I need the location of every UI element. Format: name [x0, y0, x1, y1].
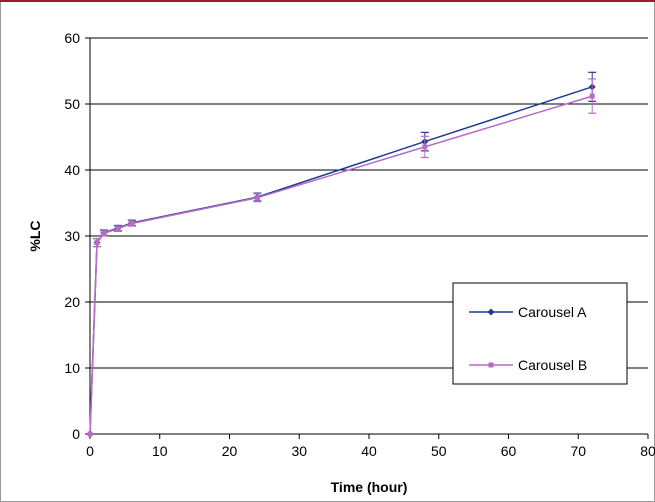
- point-carousel-b-3: [115, 226, 121, 232]
- x-tick-label-0: 0: [86, 443, 94, 459]
- legend-marker-carousel-b: [488, 362, 494, 368]
- y-tick-label-60: 60: [64, 30, 80, 46]
- legend: Carousel A Carousel B: [452, 282, 628, 385]
- x-tick-label-60: 60: [501, 443, 517, 459]
- x-tick-label-50: 50: [431, 443, 447, 459]
- point-carousel-b-6: [422, 144, 428, 150]
- y-tick-label-20: 20: [64, 294, 80, 310]
- x-axis-title: Time (hour): [331, 479, 408, 495]
- point-carousel-b-4: [129, 220, 135, 226]
- x-axis-ticks: 0 10 20 30 40 50 60 70 80: [86, 434, 655, 459]
- x-tick-label-40: 40: [361, 443, 377, 459]
- x-tick-label-10: 10: [152, 443, 168, 459]
- point-carousel-b-5: [254, 195, 260, 201]
- legend-box: [452, 282, 628, 385]
- y-tick-label-50: 50: [64, 96, 80, 112]
- top-rule: [0, 0, 655, 2]
- x-tick-label-70: 70: [570, 443, 586, 459]
- y-tick-label-30: 30: [64, 228, 80, 244]
- y-tick-label-0: 0: [72, 426, 80, 442]
- y-axis-ticks: 0 10 20 30 40 50 60: [64, 30, 90, 442]
- point-carousel-b-7: [589, 93, 595, 99]
- y-tick-label-10: 10: [64, 360, 80, 376]
- point-carousel-b-1: [94, 240, 100, 246]
- x-tick-label-80: 80: [640, 443, 655, 459]
- y-tick-label-40: 40: [64, 162, 80, 178]
- point-carousel-b-2: [101, 230, 107, 236]
- legend-label-carousel-a: Carousel A: [518, 304, 587, 320]
- plot-area: [86, 71, 597, 438]
- legend-marker-carousel-a: [487, 308, 495, 316]
- y-axis-title: %LC: [27, 220, 43, 251]
- point-carousel-b-0: [87, 431, 93, 437]
- legend-label-carousel-b: Carousel B: [518, 357, 587, 373]
- x-tick-label-30: 30: [291, 443, 307, 459]
- x-tick-label-20: 20: [222, 443, 238, 459]
